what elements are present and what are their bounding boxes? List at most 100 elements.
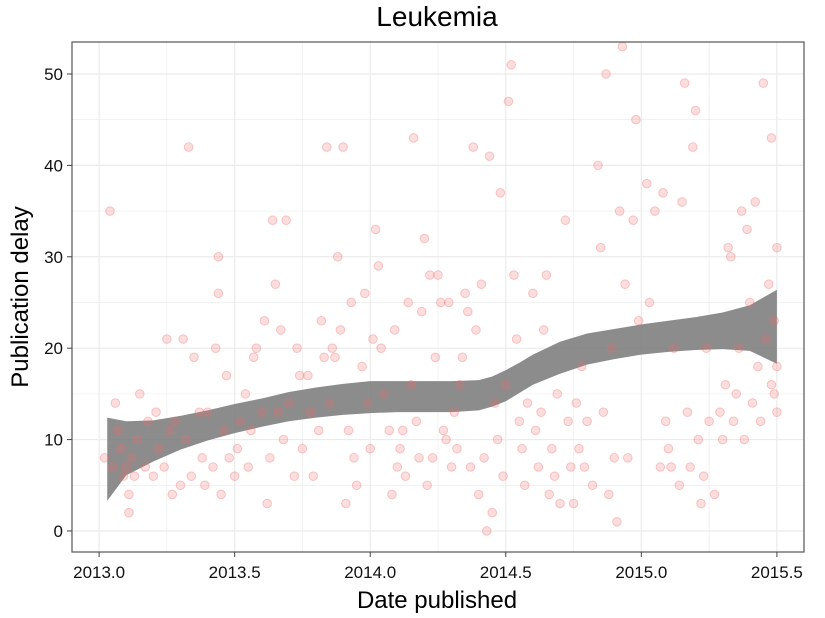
- data-point: [316, 315, 327, 326]
- data-point: [628, 215, 639, 226]
- data-point: [275, 325, 286, 335]
- data-point: [305, 407, 316, 417]
- data-point: [604, 489, 614, 500]
- data-point: [593, 160, 603, 171]
- data-point: [555, 498, 565, 509]
- data-point: [259, 315, 270, 326]
- data-point: [701, 343, 712, 353]
- data-point: [772, 407, 782, 417]
- data-point: [208, 462, 218, 472]
- data-point: [609, 453, 620, 463]
- data-point: [235, 416, 245, 427]
- data-point: [696, 498, 706, 509]
- data-point: [256, 407, 267, 417]
- data-point: [612, 517, 622, 527]
- data-point: [332, 251, 343, 262]
- data-point: [666, 462, 676, 472]
- data-point: [425, 270, 435, 280]
- data-point: [753, 361, 763, 372]
- data-point: [506, 60, 517, 70]
- data-point: [766, 379, 777, 390]
- y-tick-label: 20: [44, 339, 63, 358]
- data-point: [698, 471, 709, 481]
- data-point: [194, 407, 205, 417]
- y-tick-label: 40: [44, 156, 63, 175]
- data-point: [186, 471, 197, 481]
- data-point: [411, 416, 422, 427]
- data-point: [124, 507, 134, 518]
- data-point: [482, 526, 492, 536]
- data-point: [322, 142, 332, 152]
- data-point: [679, 78, 690, 88]
- data-point: [289, 471, 300, 481]
- data-point: [750, 197, 761, 207]
- x-axis: 2013.0 2013.5 2014.0 2014.5 2015.0 2015.5: [73, 552, 803, 582]
- data-point: [473, 489, 484, 500]
- data-point: [574, 443, 584, 454]
- data-point: [690, 105, 701, 116]
- data-point: [772, 361, 782, 372]
- data-point: [278, 434, 289, 445]
- data-point: [262, 498, 273, 509]
- data-point: [449, 407, 460, 417]
- data-point: [270, 279, 281, 290]
- data-point: [164, 425, 175, 436]
- data-point: [197, 453, 207, 463]
- data-point: [601, 69, 611, 79]
- data-point: [430, 352, 441, 363]
- data-point: [547, 443, 557, 454]
- data-point: [181, 434, 191, 445]
- data-point: [327, 343, 338, 353]
- data-point: [129, 471, 140, 481]
- data-point: [416, 306, 427, 317]
- data-point: [758, 78, 769, 88]
- data-point: [360, 288, 370, 299]
- data-point: [566, 462, 576, 472]
- data-point: [468, 142, 479, 152]
- data-point: [509, 270, 519, 280]
- data-point: [487, 507, 498, 518]
- data-point: [427, 453, 438, 463]
- data-point: [452, 443, 462, 454]
- data-point: [308, 471, 319, 481]
- data-point: [365, 443, 376, 454]
- x-tick-label: 2013.5: [209, 563, 261, 582]
- data-point: [498, 471, 508, 481]
- data-point: [576, 361, 587, 372]
- data-point: [232, 443, 243, 454]
- data-point: [240, 389, 251, 399]
- data-point: [658, 188, 668, 198]
- data-point: [134, 389, 145, 399]
- data-point: [341, 498, 351, 509]
- data-point: [376, 343, 386, 353]
- data-point: [688, 142, 698, 152]
- data-point: [769, 389, 779, 399]
- data-point: [162, 334, 172, 344]
- y-axis-title: Publication delay: [7, 206, 34, 387]
- data-point: [734, 343, 744, 353]
- data-point: [126, 453, 137, 463]
- data-point: [362, 398, 373, 408]
- data-point: [490, 398, 500, 408]
- data-point: [419, 233, 430, 244]
- data-point: [294, 370, 305, 381]
- data-point: [281, 215, 291, 226]
- data-point: [528, 288, 538, 299]
- data-point: [99, 453, 110, 463]
- data-point: [457, 352, 468, 363]
- x-tick-label: 2015.0: [615, 563, 667, 582]
- data-point: [655, 462, 666, 472]
- data-point: [116, 443, 126, 454]
- data-point: [517, 443, 527, 454]
- data-point: [384, 425, 395, 436]
- data-point: [189, 352, 199, 363]
- data-point: [552, 389, 563, 399]
- data-point: [403, 297, 413, 308]
- data-point: [693, 434, 704, 445]
- data-point: [349, 453, 359, 463]
- confidence-band: [107, 289, 777, 501]
- data-point: [650, 206, 660, 216]
- data-point: [747, 398, 758, 408]
- panel-border: [71, 41, 805, 553]
- data-point: [113, 425, 123, 436]
